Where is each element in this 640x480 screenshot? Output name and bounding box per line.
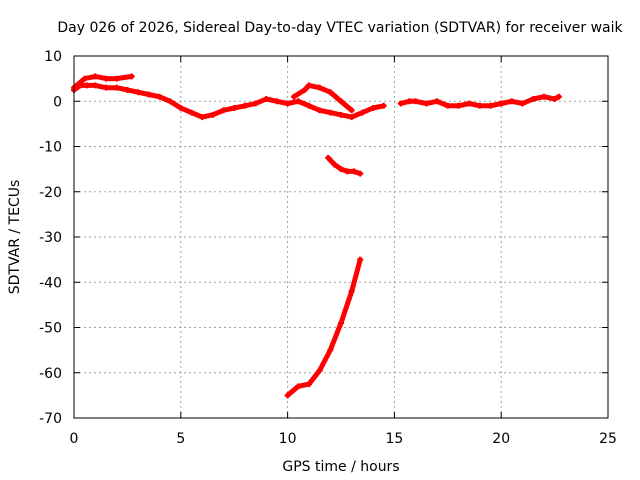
data-point — [83, 82, 90, 89]
data-point — [348, 107, 355, 114]
data-point — [350, 168, 357, 175]
data-point — [338, 319, 344, 326]
x-tick-label: 20 — [492, 431, 510, 447]
y-tick-label: -10 — [39, 140, 62, 156]
y-tick-label: -50 — [39, 321, 62, 337]
data-point — [220, 107, 227, 114]
data-point — [113, 75, 120, 82]
data-point — [273, 98, 280, 105]
data-point — [397, 100, 404, 107]
y-tick-label: -60 — [39, 366, 62, 382]
data-point — [455, 102, 462, 109]
data-point — [357, 170, 364, 177]
data-series — [71, 73, 562, 399]
data-point — [177, 105, 184, 112]
data-point — [498, 100, 505, 107]
data-point — [92, 82, 99, 89]
data-point — [103, 75, 110, 82]
data-point — [316, 84, 323, 91]
data-point — [530, 95, 537, 102]
data-point — [406, 98, 413, 105]
data-point — [338, 98, 344, 105]
data-point — [263, 95, 270, 102]
data-point — [128, 73, 135, 80]
data-point — [252, 100, 259, 107]
data-point — [423, 100, 430, 107]
grid-lines — [74, 56, 608, 418]
data-point — [327, 347, 334, 354]
x-tick-label: 25 — [599, 431, 617, 447]
data-point — [135, 89, 142, 96]
data-point — [444, 102, 451, 109]
data-point — [338, 111, 344, 118]
data-point — [412, 98, 419, 105]
data-point — [325, 154, 332, 161]
data-point — [487, 102, 494, 109]
y-tick-label: 0 — [53, 94, 62, 110]
y-axis-label: SDTVAR / TECUs — [7, 180, 23, 295]
data-point — [92, 73, 99, 80]
data-point — [555, 93, 562, 100]
data-point — [327, 109, 334, 116]
data-point — [331, 161, 338, 168]
data-point — [327, 89, 334, 96]
data-point — [348, 288, 355, 295]
data-point — [305, 381, 312, 388]
axis-ticks: 0 5 10 15 20 25 10 0 -10 -20 -30 -40 -50 -60 -70 — [39, 49, 617, 447]
data-point — [316, 107, 323, 114]
y-tick-label: -20 — [39, 185, 62, 201]
data-point — [466, 100, 473, 107]
data-point — [380, 102, 387, 109]
data-point — [344, 168, 351, 175]
x-tick-label: 5 — [176, 431, 185, 447]
data-point — [301, 86, 308, 93]
data-point — [476, 102, 483, 109]
data-point — [199, 114, 206, 121]
data-point — [508, 98, 515, 105]
data-point — [295, 383, 302, 390]
data-point — [156, 93, 163, 100]
y-tick-label: -70 — [39, 411, 62, 427]
data-point — [305, 102, 312, 109]
data-point — [241, 102, 248, 109]
y-tick-label: -40 — [39, 275, 62, 291]
data-point — [291, 93, 298, 100]
data-point — [519, 100, 526, 107]
data-point — [295, 98, 302, 105]
data-point — [434, 98, 441, 105]
data-point — [338, 166, 344, 173]
data-point — [81, 75, 88, 82]
data-point — [357, 256, 364, 263]
data-point — [231, 105, 238, 112]
chart-title: Day 026 of 2026, Sidereal Day-to-day VTE… — [57, 20, 623, 36]
x-tick-label: 0 — [70, 431, 79, 447]
data-point — [305, 82, 312, 89]
x-tick-label: 10 — [279, 431, 297, 447]
data-point — [167, 98, 174, 105]
data-point — [209, 111, 216, 118]
data-point — [188, 109, 195, 116]
data-point — [284, 100, 291, 107]
data-point — [540, 93, 547, 100]
data-point — [359, 109, 366, 116]
data-point — [145, 91, 152, 98]
data-point — [348, 114, 355, 121]
data-point — [370, 105, 377, 112]
data-point — [284, 392, 291, 399]
data-point — [113, 84, 120, 91]
y-tick-label: -30 — [39, 230, 62, 246]
y-tick-label: 10 — [44, 49, 62, 65]
data-point — [316, 367, 323, 374]
data-point — [551, 95, 558, 102]
x-axis-label: GPS time / hours — [282, 459, 399, 475]
data-point — [103, 84, 110, 91]
x-tick-label: 15 — [385, 431, 403, 447]
data-point — [124, 86, 131, 93]
